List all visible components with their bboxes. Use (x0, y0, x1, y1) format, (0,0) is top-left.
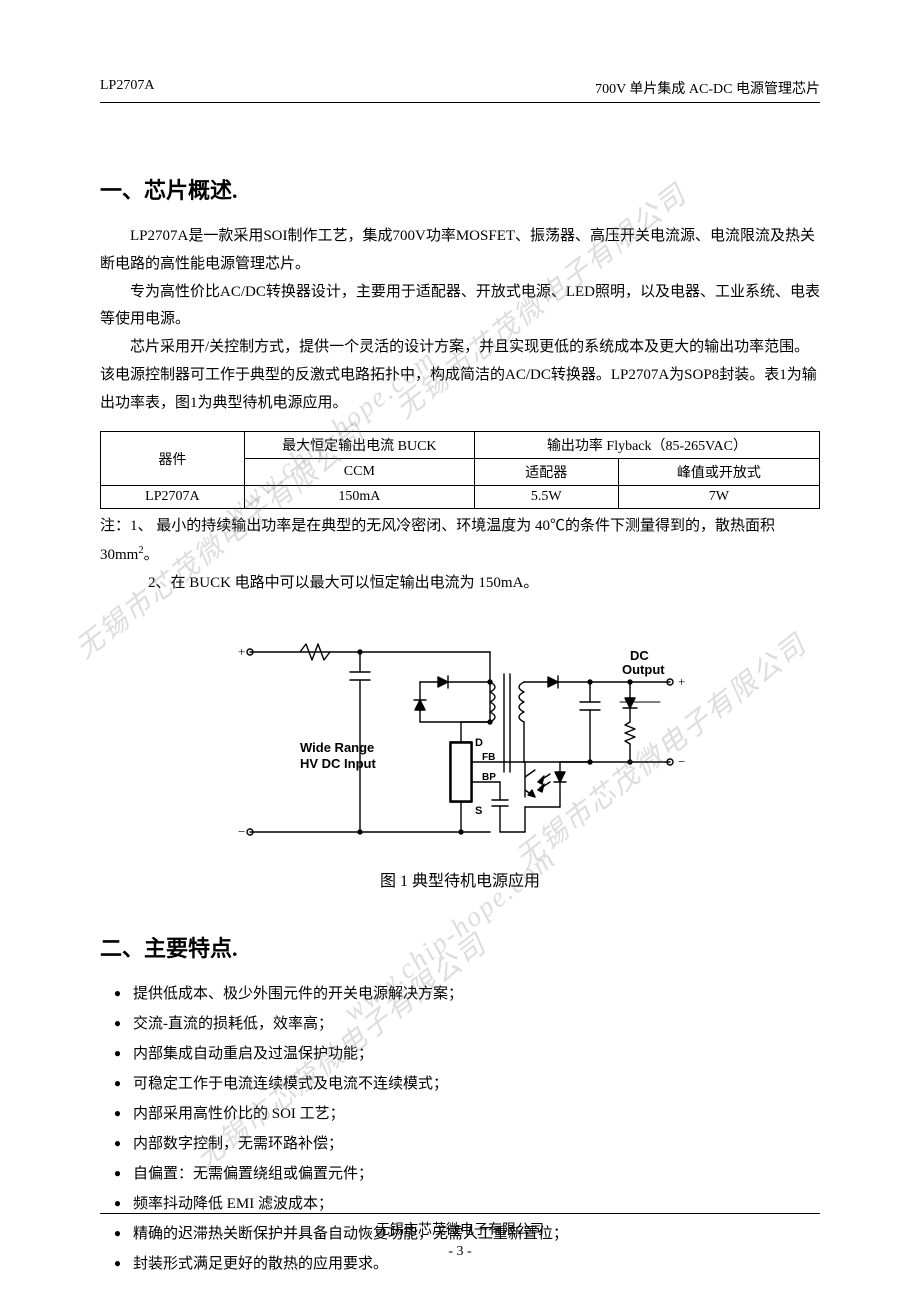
header-right: 700V 单片集成 AC-DC 电源管理芯片 (595, 78, 820, 98)
svg-text:−: − (678, 754, 685, 769)
section1-title: 一、芯片概述. (100, 173, 820, 205)
section1-p3: 芯片采用开/关控制方式，提供一个灵活的设计方案，并且实现更低的系统成本及更大的输… (100, 334, 820, 417)
note1-text-a: 注：1、 最小的持续输出功率是在典型的无风冷密闭、环境温度为 40℃的条件下测量… (100, 518, 775, 563)
label-output: Output (622, 662, 665, 677)
th-adapter: 适配器 (474, 459, 618, 486)
th-device: 器件 (101, 432, 245, 486)
label-dc: DC (630, 648, 649, 663)
td-ccm: 150mA (244, 486, 474, 509)
list-item: 内部数字控制，无需环路补偿； (133, 1129, 820, 1159)
section2-title: 二、主要特点. (100, 931, 820, 963)
list-item: 交流-直流的损耗低，效率高； (133, 1009, 820, 1039)
schematic-svg: + − (190, 622, 730, 862)
svg-text:−: − (238, 824, 245, 839)
label-d: D (475, 737, 483, 749)
spec-table: 器件 最大恒定输出电流 BUCK 输出功率 Flyback（85-265VAC）… (100, 431, 820, 509)
figure-caption: 图 1 典型待机电源应用 (100, 867, 820, 891)
label-wide: Wide Range (300, 740, 374, 755)
footer-company: 无锡市芯茂微电子有限公司 (100, 1220, 820, 1241)
table-row: LP2707A 150mA 5.5W 7W (101, 486, 820, 509)
list-item: 内部集成自动重启及过温保护功能； (133, 1039, 820, 1069)
section1-p1: LP2707A是一款采用SOI制作工艺，集成700V功率MOSFET、振荡器、高… (100, 223, 820, 279)
note-1: 注：1、 最小的持续输出功率是在典型的无风冷密闭、环境温度为 40℃的条件下测量… (100, 513, 820, 570)
td-peak: 7W (618, 486, 819, 509)
page-footer: 无锡市芯茂微电子有限公司 - 3 - (100, 1213, 820, 1262)
label-fb: FB (482, 752, 495, 763)
list-item: 内部采用高性价比的 SOI 工艺； (133, 1099, 820, 1129)
th-flyback: 输出功率 Flyback（85-265VAC） (474, 432, 819, 459)
list-item: 可稳定工作于电流连续模式及电流不连续模式； (133, 1069, 820, 1099)
note-2: 2、在 BUCK 电路中可以最大可以恒定输出电流为 150mA。 (100, 570, 820, 598)
th-ccm: CCM (244, 459, 474, 486)
label-s: S (475, 805, 482, 817)
th-peak: 峰值或开放式 (618, 459, 819, 486)
list-item: 提供低成本、极少外围元件的开关电源解决方案； (133, 979, 820, 1009)
th-buck: 最大恒定输出电流 BUCK (244, 432, 474, 459)
footer-page: - 3 - (100, 1241, 820, 1262)
note1-text-b: 。 (144, 547, 159, 563)
label-hv: HV DC Input (300, 756, 376, 771)
header-left: LP2707A (100, 78, 154, 98)
td-device: LP2707A (101, 486, 245, 509)
section1-p2: 专为高性价比AC/DC转换器设计，主要用于适配器、开放式电源、LED照明，以及电… (100, 279, 820, 335)
figure-1: + − (100, 622, 820, 891)
svg-text:+: + (238, 644, 245, 659)
svg-text:+: + (678, 674, 685, 689)
list-item: 自偏置：无需偏置绕组或偏置元件； (133, 1159, 820, 1189)
page-header: LP2707A 700V 单片集成 AC-DC 电源管理芯片 (100, 78, 820, 103)
label-bp: BP (482, 772, 496, 783)
table-row: 器件 最大恒定输出电流 BUCK 输出功率 Flyback（85-265VAC） (101, 432, 820, 459)
td-adapter: 5.5W (474, 486, 618, 509)
